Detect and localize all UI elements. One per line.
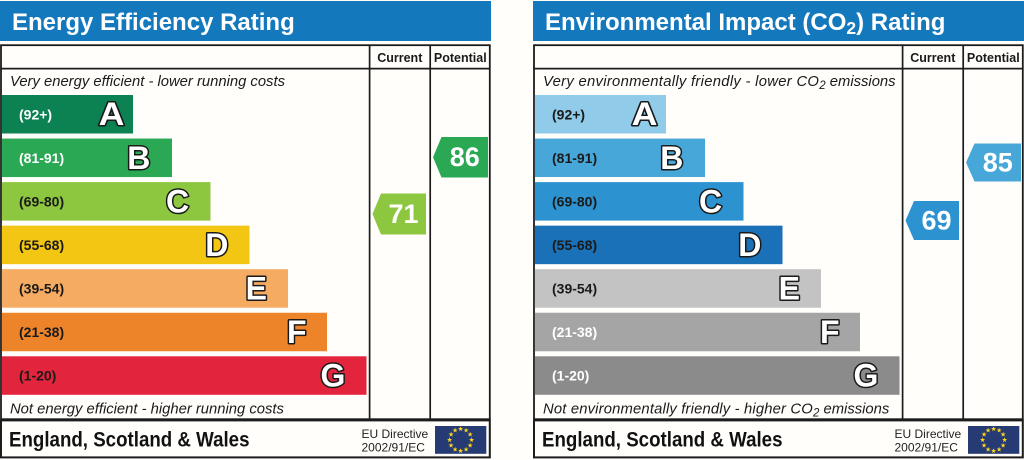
svg-text:Very environmentally friendly: Very environmentally friendly - lower CO… (543, 74, 896, 92)
svg-text:Very energy efficient - lower: Very energy efficient - lower running co… (10, 74, 286, 90)
svg-text:Energy Efficiency Rating: Energy Efficiency Rating (12, 9, 295, 36)
svg-text:F: F (287, 314, 307, 350)
svg-text:71: 71 (388, 199, 418, 229)
svg-text:(92+): (92+) (19, 106, 52, 122)
svg-text:(55-68): (55-68) (19, 237, 64, 253)
svg-text:85: 85 (983, 147, 1013, 177)
svg-text:(1-20): (1-20) (552, 368, 589, 384)
svg-text:(39-54): (39-54) (552, 281, 597, 297)
svg-text:(92+): (92+) (552, 106, 585, 122)
svg-text:69: 69 (921, 205, 951, 235)
svg-text:G: G (854, 358, 879, 394)
svg-text:(21-38): (21-38) (552, 324, 597, 340)
svg-text:Current: Current (377, 51, 423, 65)
svg-text:Current: Current (910, 51, 956, 65)
svg-text:B: B (660, 140, 683, 176)
svg-text:(1-20): (1-20) (19, 368, 56, 384)
svg-text:C: C (166, 183, 189, 219)
svg-text:D: D (205, 227, 228, 263)
svg-text:2002/91/EC: 2002/91/EC (362, 440, 426, 454)
svg-text:E: E (246, 270, 267, 306)
svg-text:EU Directive: EU Directive (895, 427, 962, 441)
svg-text:G: G (321, 358, 346, 394)
svg-text:F: F (820, 314, 840, 350)
svg-text:86: 86 (450, 142, 480, 172)
svg-text:(69-80): (69-80) (552, 194, 597, 210)
svg-text:(21-38): (21-38) (19, 324, 64, 340)
svg-text:Not energy efficient - higher: Not energy efficient - higher running co… (10, 402, 284, 418)
svg-text:2002/91/EC: 2002/91/EC (895, 440, 959, 454)
svg-text:B: B (127, 140, 150, 176)
svg-text:D: D (738, 227, 761, 263)
svg-text:England, Scotland & Wales: England, Scotland & Wales (542, 428, 783, 452)
svg-text:A: A (632, 96, 658, 132)
svg-text:C: C (699, 183, 722, 219)
svg-text:A: A (99, 96, 125, 132)
svg-text:England, Scotland & Wales: England, Scotland & Wales (9, 428, 250, 452)
svg-text:Potential: Potential (967, 51, 1020, 65)
svg-text:Potential: Potential (434, 51, 487, 65)
svg-text:E: E (779, 270, 800, 306)
svg-text:(55-68): (55-68) (552, 237, 597, 253)
svg-text:(39-54): (39-54) (19, 281, 64, 297)
svg-text:Not environmentally friendly -: Not environmentally friendly - higher CO… (543, 402, 890, 420)
svg-text:(81-91): (81-91) (552, 150, 597, 166)
svg-text:Environmental Impact (CO2) Rat: Environmental Impact (CO2) Rating (545, 9, 945, 38)
svg-text:EU Directive: EU Directive (362, 427, 429, 441)
svg-text:(69-80): (69-80) (19, 194, 64, 210)
svg-text:(81-91): (81-91) (19, 150, 64, 166)
